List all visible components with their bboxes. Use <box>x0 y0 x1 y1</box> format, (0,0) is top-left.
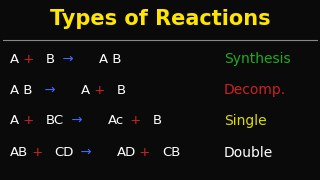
Text: A: A <box>10 53 19 66</box>
Text: B: B <box>45 53 55 66</box>
Text: →: → <box>72 147 100 159</box>
Text: A: A <box>10 114 19 127</box>
Text: Double: Double <box>224 146 273 160</box>
Text: +: + <box>28 147 47 159</box>
Text: A B: A B <box>99 53 122 66</box>
Text: +: + <box>19 114 38 127</box>
Text: →: → <box>54 53 83 66</box>
Text: →: → <box>36 84 65 96</box>
Text: Single: Single <box>224 114 267 128</box>
Text: BC: BC <box>45 114 64 127</box>
Text: Ac: Ac <box>108 114 124 127</box>
Text: CB: CB <box>162 147 180 159</box>
Text: Synthesis: Synthesis <box>224 52 291 66</box>
Text: AB: AB <box>10 147 28 159</box>
Text: +: + <box>135 147 155 159</box>
Text: Types of Reactions: Types of Reactions <box>50 9 270 29</box>
Text: +: + <box>19 53 38 66</box>
Text: →: → <box>63 114 92 127</box>
Text: A: A <box>81 84 91 96</box>
Text: +: + <box>90 84 110 96</box>
Text: CD: CD <box>54 147 74 159</box>
Text: +: + <box>126 114 146 127</box>
Text: Decomp.: Decomp. <box>224 83 286 97</box>
Text: B: B <box>153 114 162 127</box>
Text: A B: A B <box>10 84 32 96</box>
Text: B: B <box>117 84 126 96</box>
Text: AD: AD <box>117 147 136 159</box>
